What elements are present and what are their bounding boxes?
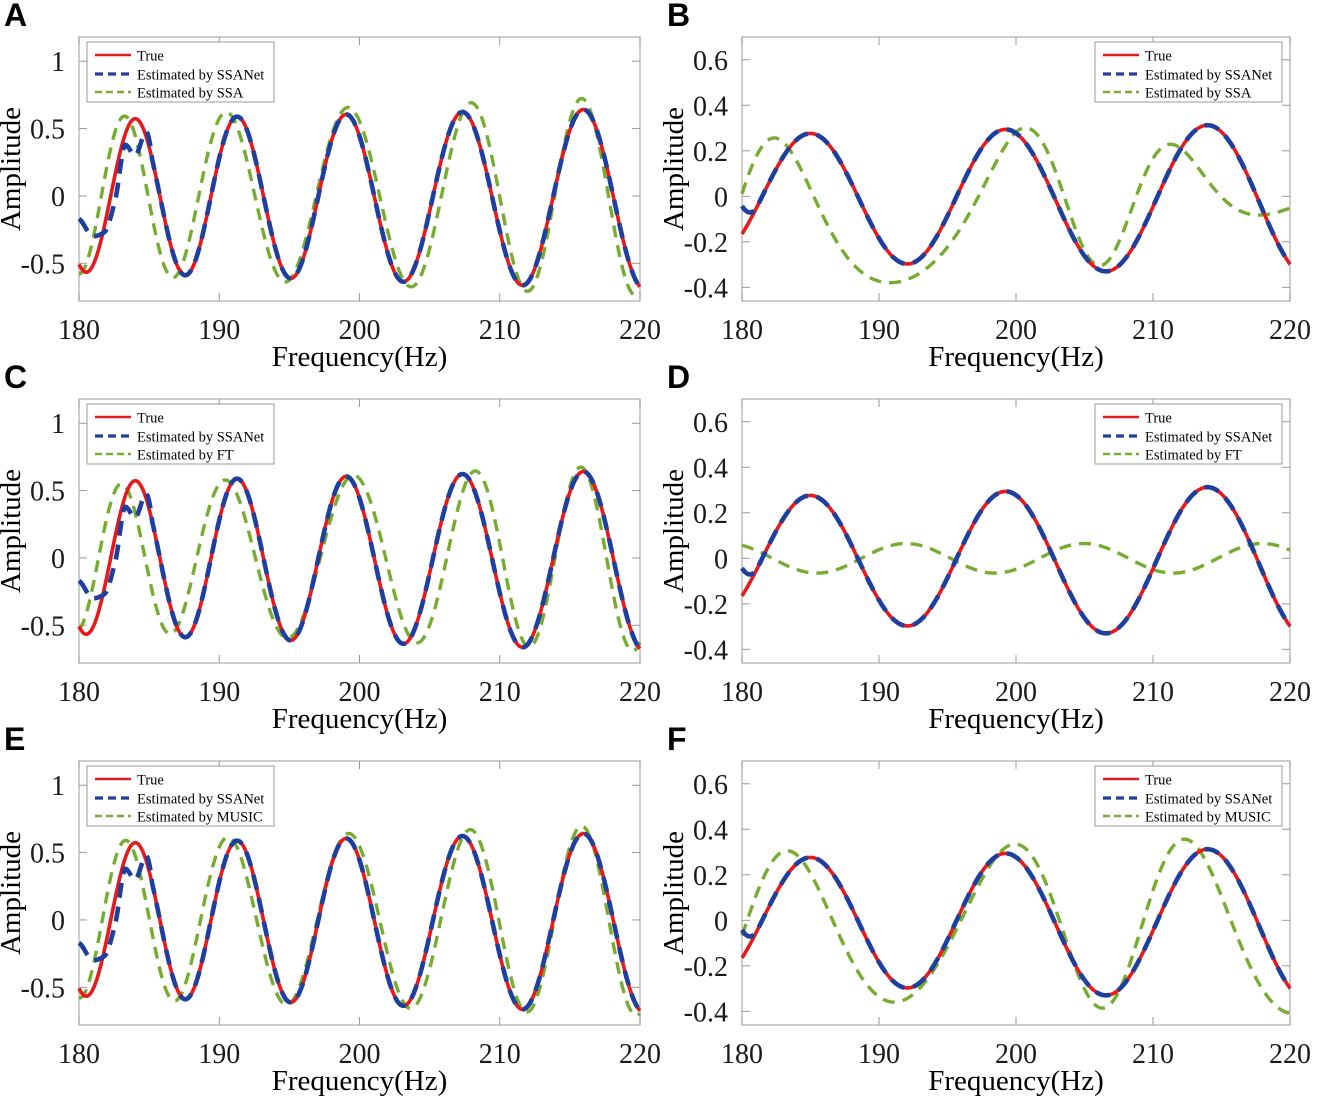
svg-text:190: 190: [858, 677, 900, 708]
svg-text:True: True: [137, 773, 164, 789]
svg-text:0: 0: [51, 906, 65, 937]
svg-text:Estimated by SSANet: Estimated by SSANet: [137, 68, 264, 84]
svg-text:190: 190: [858, 315, 900, 346]
svg-text:0: 0: [51, 182, 65, 213]
svg-text:Amplitude: Amplitude: [0, 469, 27, 593]
svg-text:220: 220: [619, 1039, 661, 1070]
svg-text:210: 210: [479, 315, 521, 346]
svg-text:-0.2: -0.2: [684, 952, 728, 983]
svg-text:0: 0: [714, 544, 728, 575]
svg-text:190: 190: [858, 1039, 900, 1070]
svg-text:Estimated by MUSIC: Estimated by MUSIC: [1145, 810, 1271, 826]
svg-text:0.5: 0.5: [30, 477, 65, 508]
svg-text:190: 190: [198, 1039, 240, 1070]
svg-text:0.6: 0.6: [693, 408, 728, 439]
svg-text:Estimated by FT: Estimated by FT: [1145, 448, 1242, 464]
svg-text:0.2: 0.2: [693, 499, 728, 530]
svg-text:Estimated by MUSIC: Estimated by MUSIC: [137, 810, 263, 826]
svg-text:Amplitude: Amplitude: [658, 469, 690, 593]
svg-text:Estimated by SSANet: Estimated by SSANet: [1145, 430, 1272, 446]
svg-text:0.5: 0.5: [30, 839, 65, 870]
svg-text:True: True: [137, 49, 164, 65]
svg-text:0.6: 0.6: [693, 770, 728, 801]
svg-text:0.5: 0.5: [30, 115, 65, 146]
svg-text:-0.5: -0.5: [21, 611, 65, 642]
svg-text:1: 1: [51, 47, 65, 78]
svg-text:Amplitude: Amplitude: [0, 831, 27, 955]
svg-text:True: True: [1145, 773, 1172, 789]
svg-text:220: 220: [619, 315, 661, 346]
svg-text:210: 210: [479, 677, 521, 708]
svg-text:0: 0: [714, 906, 728, 937]
svg-text:-0.4: -0.4: [684, 273, 728, 304]
svg-text:Amplitude: Amplitude: [658, 107, 690, 231]
svg-text:-0.2: -0.2: [684, 590, 728, 621]
svg-text:0.4: 0.4: [693, 91, 728, 122]
svg-text:Estimated by SSANet: Estimated by SSANet: [1145, 792, 1272, 808]
svg-text:220: 220: [1269, 1039, 1311, 1070]
svg-text:210: 210: [1132, 1039, 1174, 1070]
svg-text:180: 180: [721, 677, 763, 708]
svg-text:180: 180: [58, 677, 100, 708]
svg-text:Estimated by SSANet: Estimated by SSANet: [137, 430, 264, 446]
svg-text:Estimated by SSA: Estimated by SSA: [137, 86, 244, 102]
svg-text:Estimated by FT: Estimated by FT: [137, 448, 234, 464]
svg-text:0.4: 0.4: [693, 815, 728, 846]
svg-text:Amplitude: Amplitude: [658, 831, 690, 955]
svg-text:-0.4: -0.4: [684, 997, 728, 1028]
svg-text:-0.4: -0.4: [684, 635, 728, 666]
svg-text:Estimated by SSANet: Estimated by SSANet: [1145, 68, 1272, 84]
svg-text:210: 210: [1132, 677, 1174, 708]
svg-text:-0.2: -0.2: [684, 228, 728, 259]
svg-text:0.6: 0.6: [693, 46, 728, 77]
svg-text:220: 220: [619, 677, 661, 708]
svg-text:True: True: [137, 411, 164, 427]
svg-text:1: 1: [51, 409, 65, 440]
svg-text:-0.5: -0.5: [21, 973, 65, 1004]
svg-text:180: 180: [58, 1039, 100, 1070]
svg-text:True: True: [1145, 49, 1172, 65]
svg-text:190: 190: [198, 677, 240, 708]
svg-text:0.2: 0.2: [693, 861, 728, 892]
svg-text:True: True: [1145, 411, 1172, 427]
svg-text:Frequency(Hz): Frequency(Hz): [272, 1065, 448, 1097]
svg-text:220: 220: [1269, 315, 1311, 346]
svg-text:-0.5: -0.5: [21, 249, 65, 280]
svg-text:Frequency(Hz): Frequency(Hz): [928, 1065, 1104, 1097]
svg-text:Estimated by SSANet: Estimated by SSANet: [137, 792, 264, 808]
svg-text:180: 180: [721, 1039, 763, 1070]
svg-text:180: 180: [58, 315, 100, 346]
svg-text:0: 0: [714, 182, 728, 213]
svg-text:0.4: 0.4: [693, 453, 728, 484]
svg-text:Estimated by SSA: Estimated by SSA: [1145, 86, 1252, 102]
svg-text:180: 180: [721, 315, 763, 346]
svg-text:Amplitude: Amplitude: [0, 107, 27, 231]
svg-text:1: 1: [51, 771, 65, 802]
svg-text:0.2: 0.2: [693, 137, 728, 168]
svg-text:210: 210: [479, 1039, 521, 1070]
svg-text:220: 220: [1269, 677, 1311, 708]
svg-text:190: 190: [198, 315, 240, 346]
svg-text:0: 0: [51, 544, 65, 575]
svg-text:210: 210: [1132, 315, 1174, 346]
